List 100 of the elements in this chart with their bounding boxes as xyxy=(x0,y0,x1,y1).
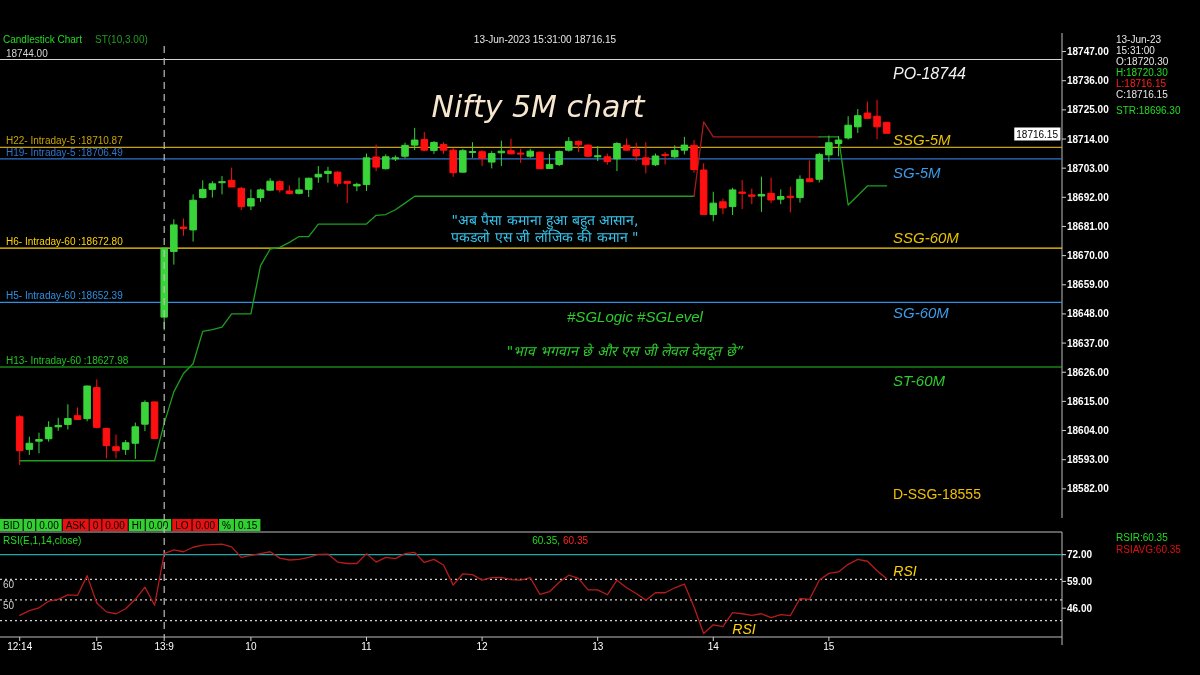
text: SSG-5M xyxy=(893,131,952,148)
candlestick xyxy=(815,152,824,183)
candlestick xyxy=(35,432,43,454)
text: D-SSG-18555 xyxy=(893,486,982,502)
candlestick xyxy=(536,150,544,170)
candlestick xyxy=(459,148,467,174)
candlestick xyxy=(882,121,891,134)
candlestick xyxy=(565,136,573,152)
candlestick xyxy=(314,165,323,184)
text: SG-60M xyxy=(893,304,950,321)
candlestick xyxy=(699,162,708,216)
x-tick-label: 15 xyxy=(823,641,835,652)
y-tick-label: 18582.00 xyxy=(1067,483,1110,495)
candlestick xyxy=(25,436,34,456)
candlestick xyxy=(642,141,650,174)
y-tick-label: 18593.00 xyxy=(1067,454,1110,466)
candlestick xyxy=(353,182,361,192)
candlestick xyxy=(805,159,814,183)
candlestick xyxy=(285,184,294,195)
annotation: Candlestick Chart xyxy=(3,34,83,45)
candlestick xyxy=(93,378,101,429)
x-tick-label: 15 xyxy=(91,641,103,652)
text: 13-Jun-23 xyxy=(1116,34,1162,45)
candlestick xyxy=(295,177,303,195)
y-tick-label: 72.00 xyxy=(1067,549,1093,561)
candlestick xyxy=(83,384,91,422)
text: C:18716.15 xyxy=(1116,89,1169,100)
candlestick xyxy=(526,148,535,159)
text: Nifty 5M chart xyxy=(431,89,646,124)
candlestick xyxy=(767,177,775,204)
y-tick-label: 18670.00 xyxy=(1067,250,1110,262)
ref-line-label: H13- Intraday-60 :18627.98 xyxy=(6,354,129,366)
candlestick xyxy=(179,218,188,237)
candlestick xyxy=(603,153,612,166)
candlestick xyxy=(170,218,178,266)
candlestick xyxy=(507,138,515,155)
annotation: #SGLogic #SGLevel xyxy=(567,308,704,325)
candlestick xyxy=(160,247,168,331)
ref-line-label: H6- Intraday-60 :18672.80 xyxy=(6,236,124,248)
candlestick xyxy=(873,99,881,140)
candlestick xyxy=(189,193,197,243)
ref-line-label: H19- Intraday-5 :18706.49 xyxy=(6,146,124,158)
ref-line-label: 18744.00 xyxy=(6,47,49,59)
candlestick xyxy=(15,414,24,466)
y-tick-label: 18637.00 xyxy=(1067,337,1110,349)
candlestick xyxy=(728,187,737,216)
x-tick-label: 12 xyxy=(476,641,489,652)
ref-line-label: H22- Intraday-5 :18710.87 xyxy=(6,135,124,147)
candlestick xyxy=(430,140,438,155)
text: RSIR:60.35 xyxy=(1116,532,1169,543)
candlestick xyxy=(362,153,371,192)
text: H:18720.30 xyxy=(1116,67,1169,78)
annotation: RSI(E,1,14,close) xyxy=(3,535,82,546)
text: L:18716.15 xyxy=(1116,78,1167,89)
candlestick xyxy=(545,153,554,170)
candlestick xyxy=(584,143,592,158)
candlestick xyxy=(410,127,419,151)
text: ST-60M xyxy=(893,372,946,389)
candlestick xyxy=(247,188,255,211)
text: 15:31:00 xyxy=(1116,45,1156,56)
candlestick xyxy=(825,135,833,163)
y-tick-label: 18736.00 xyxy=(1067,75,1110,87)
line-series xyxy=(818,136,888,206)
candlestick xyxy=(719,198,727,215)
candlestick xyxy=(237,186,246,211)
candlestick xyxy=(651,153,660,167)
candlestick xyxy=(844,115,852,141)
text: O:18720.30 xyxy=(1116,56,1169,67)
candlestick xyxy=(227,167,236,188)
y-tick-label: 18659.00 xyxy=(1067,279,1110,291)
candlestick xyxy=(73,406,82,421)
candlestick xyxy=(709,191,718,222)
text: SG-5M xyxy=(893,164,942,181)
text: STR:18696.30 xyxy=(1116,105,1181,116)
candlestick xyxy=(478,149,486,167)
annotation: RSI xyxy=(732,621,756,637)
candlestick xyxy=(276,179,284,194)
ref-line-label: 50 xyxy=(3,599,15,611)
candlestick xyxy=(776,188,785,205)
x-tick-label: 13:9 xyxy=(154,641,175,652)
y-tick-label: 18725.00 xyxy=(1067,104,1110,116)
candlestick xyxy=(796,174,804,204)
candlestick xyxy=(497,140,506,167)
candlestick xyxy=(64,403,72,430)
y-tick-label: 18692.00 xyxy=(1067,191,1110,203)
candlestick xyxy=(738,179,746,210)
candlestick xyxy=(748,188,756,205)
annotation: "भाव भगवान छे और एस जी लेवल देवदूत छे” xyxy=(506,343,744,361)
candlestick xyxy=(304,177,313,198)
candlestick xyxy=(786,186,795,213)
y-tick-label: 18604.00 xyxy=(1067,425,1110,437)
y-tick-label: 18626.00 xyxy=(1067,366,1110,378)
y-tick-label: 18703.00 xyxy=(1067,162,1110,174)
x-tick-label: 10 xyxy=(245,641,257,652)
y-tick-label: 18615.00 xyxy=(1067,395,1110,407)
candlestick xyxy=(324,166,332,184)
candlestick xyxy=(593,145,602,162)
candlestick xyxy=(266,177,274,192)
candlestick xyxy=(661,151,669,165)
text: RSI xyxy=(893,563,917,579)
